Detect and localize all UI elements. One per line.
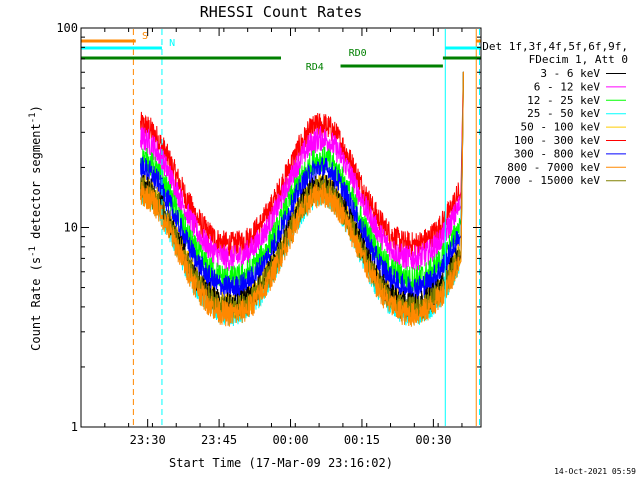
x-tick-label: 23:30 [130, 433, 166, 447]
series-line [140, 71, 464, 327]
legend-header-line-1: Det 1f,3f,4f,5f,6f,9f, [482, 40, 628, 53]
y-tick-label: 10 [64, 221, 78, 235]
x-tick-label: 23:45 [201, 433, 237, 447]
x-tick-label: 00:00 [272, 433, 308, 447]
y-axis-label-sup2: -1 [28, 112, 38, 123]
legend-entry-label: 25 - 50 keV [527, 107, 600, 120]
chart-title: RHESSI Count Rates [200, 3, 363, 21]
y-axis-label-end: ) [29, 105, 43, 112]
flag-label: RD4 [306, 62, 324, 73]
legend: Det 1f,3f,4f,5f,6f,9f, FDecim 1, Att 0 3… [482, 40, 628, 187]
series-line [140, 71, 464, 302]
x-axis-ticks: 23:30 23:45 00:00 00:15 00:30 [104, 28, 463, 447]
y-tick-label: 100 [56, 21, 78, 35]
y-axis-label-rest: detector segment [29, 123, 43, 246]
y-axis-ticks: 1 10 100 [56, 21, 481, 434]
legend-entry-label: 50 - 100 keV [521, 121, 601, 134]
legend-entry-label: 100 - 300 keV [514, 134, 600, 147]
x-tick-label: 00:30 [415, 433, 451, 447]
y-tick-label: 1 [71, 420, 78, 434]
series-line [140, 71, 464, 292]
legend-entry-label: 6 - 12 keV [534, 80, 601, 93]
y-axis-label-main: Count Rate (s [29, 257, 43, 351]
legend-entry-label: 7000 - 15000 keV [494, 174, 600, 187]
legend-entry-label: 12 - 25 keV [527, 94, 600, 107]
legend-entry-label: 3 - 6 keV [540, 67, 600, 80]
flag-label: RD0 [349, 48, 367, 59]
legend-entry-label: 300 - 800 keV [514, 147, 600, 160]
series-layer [140, 71, 464, 327]
legend-header-line-2: FDecim 1, Att 0 [529, 53, 628, 66]
attenuator-flags: S N RD0 RD4 [81, 31, 481, 73]
legend-entry-label: 800 - 7000 keV [507, 161, 600, 174]
series-line [140, 71, 464, 271]
y-axis-label: Count Rate (s-1 detector segment-1) [28, 105, 43, 351]
x-axis-label: Start Time (17-Mar-09 23:16:02) [169, 456, 393, 470]
footer-timestamp: 14-Oct-2021 05:59 [554, 467, 636, 476]
flag-label: S [142, 31, 148, 42]
y-axis-label-sup: -1 [28, 246, 38, 257]
flag-label: N [169, 38, 175, 49]
x-tick-label: 00:15 [344, 433, 380, 447]
